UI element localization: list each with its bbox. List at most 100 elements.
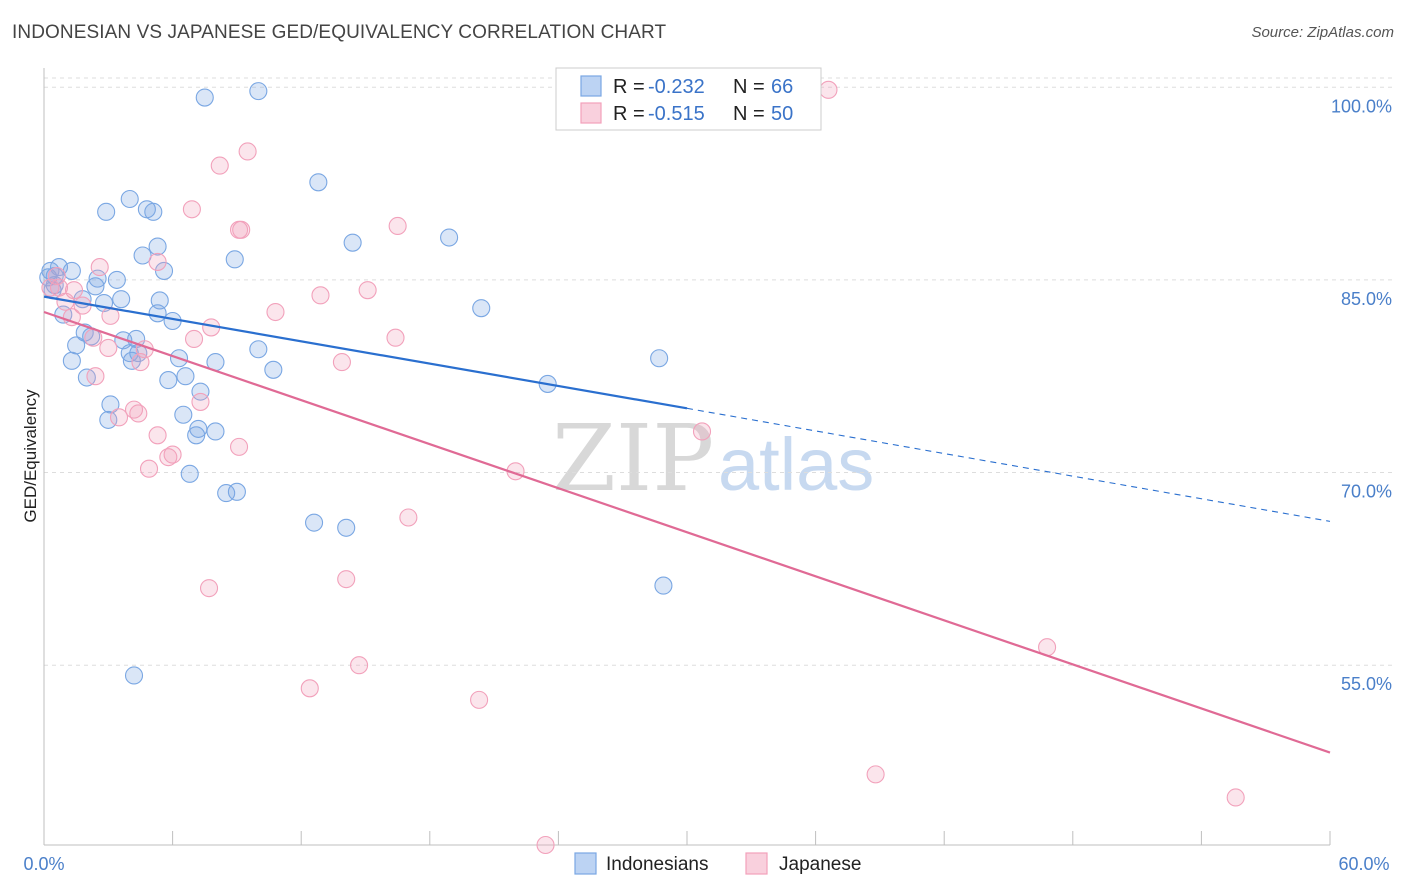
indonesian-point-60 — [337, 518, 356, 537]
legend-n-value-japanese: 50 — [771, 103, 793, 125]
x-ticks — [43, 831, 1331, 845]
japanese-point-41 — [199, 579, 219, 598]
indonesian-point-27 — [472, 299, 491, 318]
legend-swatch-japanese — [580, 102, 602, 124]
japanese-point-17 — [266, 302, 285, 322]
source-label: Source: ZipAtlas.com — [1251, 24, 1394, 41]
indonesian-points — [39, 82, 673, 685]
japanese-point-43 — [350, 656, 369, 675]
legend-r-value-indonesian: -0.232 — [648, 76, 705, 98]
japanese-point-18 — [62, 308, 81, 327]
japanese-point-37 — [159, 448, 178, 467]
japanese-point-22 — [386, 328, 405, 347]
bottom-legend-label-indonesian: Indonesians — [606, 854, 708, 875]
watermark-zip: ZIP — [552, 405, 714, 512]
indonesian-point-58 — [227, 482, 246, 501]
japanese-point-4 — [388, 216, 407, 236]
japanese-point-31 — [129, 404, 148, 423]
japanese-point-38 — [139, 459, 159, 478]
x-tick-label-max: 60.0% — [1338, 854, 1389, 874]
indonesian-point-62 — [124, 666, 144, 685]
japanese-point-42 — [337, 570, 356, 589]
indonesian-point-14 — [62, 261, 81, 280]
japanese-point-32 — [109, 408, 129, 427]
indonesian-point-15 — [154, 261, 174, 280]
indonesian-point-36 — [249, 340, 268, 359]
indonesian-point-18 — [107, 270, 126, 289]
indonesian-point-55 — [187, 426, 206, 445]
indonesian-point-3 — [120, 189, 139, 209]
japanese-point-7 — [148, 252, 167, 271]
japanese-point-6 — [232, 220, 251, 239]
indonesian-point-52 — [99, 410, 118, 429]
japanese-point-40 — [399, 508, 418, 527]
legend-n-value-indonesian: 66 — [771, 76, 793, 98]
legend-r-label-japanese: R = — [613, 103, 645, 125]
japanese-point-29 — [191, 392, 210, 411]
bottom-legend-swatch-indonesian — [574, 852, 597, 875]
y-tick-labels: 55.0% 70.0% 85.0% 100.0% — [1331, 96, 1392, 694]
indonesian-point-6 — [144, 202, 163, 221]
y-axis-label: GED/Equivalency — [21, 389, 40, 523]
indonesian-point-11 — [225, 250, 244, 269]
indonesian-point-51 — [174, 405, 193, 424]
indonesian-point-61 — [654, 576, 673, 595]
japanese-point-26 — [131, 353, 150, 372]
indonesian-trend-line-extension — [686, 407, 1331, 522]
y-tick-label-85: 85.0% — [1341, 289, 1392, 309]
japanese-point-34 — [692, 422, 712, 441]
japanese-point-45 — [470, 690, 489, 709]
indonesian-point-50 — [101, 395, 120, 414]
japanese-point-14 — [311, 286, 330, 305]
indonesian-point-56 — [180, 464, 199, 483]
indonesian-point-9 — [148, 237, 167, 256]
japanese-point-27 — [332, 353, 351, 372]
japanese-trend-line — [43, 310, 1331, 754]
indonesian-point-47 — [159, 371, 178, 390]
indonesian-point-1 — [249, 82, 268, 101]
indonesian-point-35 — [67, 336, 86, 355]
gridlines — [44, 77, 1392, 666]
watermark-atlas: atlas — [718, 423, 874, 506]
indonesian-point-24 — [112, 290, 131, 309]
japanese-point-3 — [182, 200, 201, 219]
y-tick-label-55: 55.0% — [1341, 674, 1392, 694]
indonesian-point-40 — [650, 349, 669, 368]
legend-n-label-indonesian: N = — [733, 76, 765, 98]
japanese-point-24 — [99, 338, 118, 358]
japanese-point-47 — [866, 765, 885, 784]
legend-r-label-indonesian: R = — [613, 76, 645, 98]
chart-title: INDONESIAN VS JAPANESE GED/EQUIVALENCY C… — [12, 22, 667, 43]
legend-swatch-indonesian — [580, 75, 602, 97]
indonesian-point-41 — [62, 351, 81, 370]
indonesian-point-46 — [176, 367, 195, 386]
indonesian-point-10 — [133, 246, 152, 265]
watermark: ZIP atlas — [552, 405, 874, 512]
indonesian-point-49 — [191, 382, 210, 401]
indonesian-point-44 — [264, 360, 283, 379]
japanese-point-8 — [90, 258, 109, 277]
indonesian-trend-line — [43, 295, 688, 410]
legend-r-value-japanese: -0.515 — [648, 103, 705, 125]
y-tick-label-100: 100.0% — [1331, 96, 1392, 116]
japanese-point-28 — [86, 367, 105, 386]
japanese-point-49 — [536, 835, 555, 855]
indonesian-point-2 — [309, 173, 328, 192]
indonesian-point-4 — [97, 202, 116, 221]
bottom-legend-label-japanese: Japanese — [779, 854, 861, 875]
indonesian-point-0 — [195, 88, 214, 107]
indonesian-point-20 — [86, 277, 105, 296]
indonesian-point-29 — [148, 304, 167, 323]
x-tick-label-min: 0.0% — [23, 854, 64, 874]
indonesian-point-54 — [206, 422, 225, 441]
japanese-point-48 — [1226, 788, 1245, 807]
japanese-point-0 — [819, 80, 838, 99]
indonesian-point-59 — [305, 513, 324, 532]
japanese-point-12 — [358, 281, 377, 300]
indonesian-point-7 — [440, 228, 459, 247]
japanese-points — [41, 80, 1245, 855]
japanese-point-33 — [148, 426, 167, 445]
bottom-legend-swatch-japanese — [745, 852, 768, 875]
japanese-point-9 — [47, 267, 66, 286]
